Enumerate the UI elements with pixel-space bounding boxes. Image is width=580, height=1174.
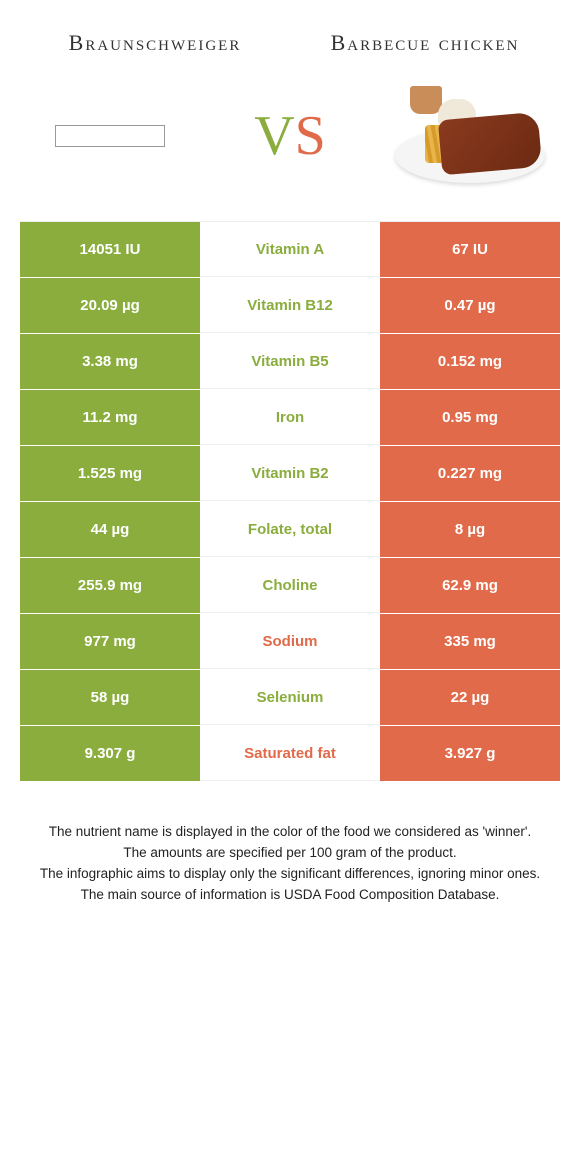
nutrient-name: Choline (200, 558, 380, 613)
left-value: 9.307 g (20, 726, 200, 781)
right-value: 8 µg (380, 502, 560, 557)
right-value: 62.9 mg (380, 558, 560, 613)
left-food-title: Braunschweiger (34, 30, 277, 56)
vs-s: S (295, 105, 326, 167)
table-row: 1.525 mgVitamin B20.227 mg (20, 446, 560, 502)
table-row: 3.38 mgVitamin B50.152 mg (20, 334, 560, 390)
table-row: 58 µgSelenium22 µg (20, 670, 560, 726)
left-value: 58 µg (20, 670, 200, 725)
table-row: 255.9 mgCholine62.9 mg (20, 558, 560, 614)
right-value: 335 mg (380, 614, 560, 669)
left-value: 14051 IU (20, 222, 200, 277)
right-value: 0.152 mg (380, 334, 560, 389)
nutrient-name: Vitamin B12 (200, 278, 380, 333)
left-value: 11.2 mg (20, 390, 200, 445)
nutrient-name: Vitamin B5 (200, 334, 380, 389)
header: Braunschweiger Barbecue chicken (0, 0, 580, 66)
footer-notes: The nutrient name is displayed in the co… (0, 782, 580, 926)
right-value: 0.95 mg (380, 390, 560, 445)
table-row: 11.2 mgIron0.95 mg (20, 390, 560, 446)
nutrient-name: Iron (200, 390, 380, 445)
nutrient-name: Folate, total (200, 502, 380, 557)
vs-v: V (254, 105, 294, 167)
table-row: 14051 IUVitamin A67 IU (20, 222, 560, 278)
left-value: 20.09 µg (20, 278, 200, 333)
nutrient-table: 14051 IUVitamin A67 IU20.09 µgVitamin B1… (20, 221, 560, 782)
right-food-image (390, 76, 550, 196)
table-row: 9.307 gSaturated fat3.927 g (20, 726, 560, 782)
placeholder-box-icon (55, 125, 165, 147)
right-value: 0.47 µg (380, 278, 560, 333)
table-row: 44 µgFolate, total8 µg (20, 502, 560, 558)
right-value: 67 IU (380, 222, 560, 277)
footer-line-2: The amounts are specified per 100 gram o… (25, 843, 555, 864)
footer-line-4: The main source of information is USDA F… (25, 885, 555, 906)
left-value: 255.9 mg (20, 558, 200, 613)
left-value: 44 µg (20, 502, 200, 557)
left-value: 1.525 mg (20, 446, 200, 501)
right-value: 0.227 mg (380, 446, 560, 501)
right-value: 22 µg (380, 670, 560, 725)
left-value: 3.38 mg (20, 334, 200, 389)
nutrient-name: Saturated fat (200, 726, 380, 781)
right-food-title: Barbecue chicken (304, 30, 547, 56)
footer-line-1: The nutrient name is displayed in the co… (25, 822, 555, 843)
footer-line-3: The infographic aims to display only the… (25, 864, 555, 885)
right-value: 3.927 g (380, 726, 560, 781)
table-row: 977 mgSodium335 mg (20, 614, 560, 670)
left-food-image (30, 76, 190, 196)
bbq-plate-icon (390, 81, 550, 191)
nutrient-name: Vitamin A (200, 222, 380, 277)
left-value: 977 mg (20, 614, 200, 669)
nutrient-name: Vitamin B2 (200, 446, 380, 501)
nutrient-name: Selenium (200, 670, 380, 725)
vs-label: VS (254, 104, 326, 168)
nutrient-name: Sodium (200, 614, 380, 669)
table-row: 20.09 µgVitamin B120.47 µg (20, 278, 560, 334)
images-row: VS (0, 66, 580, 221)
